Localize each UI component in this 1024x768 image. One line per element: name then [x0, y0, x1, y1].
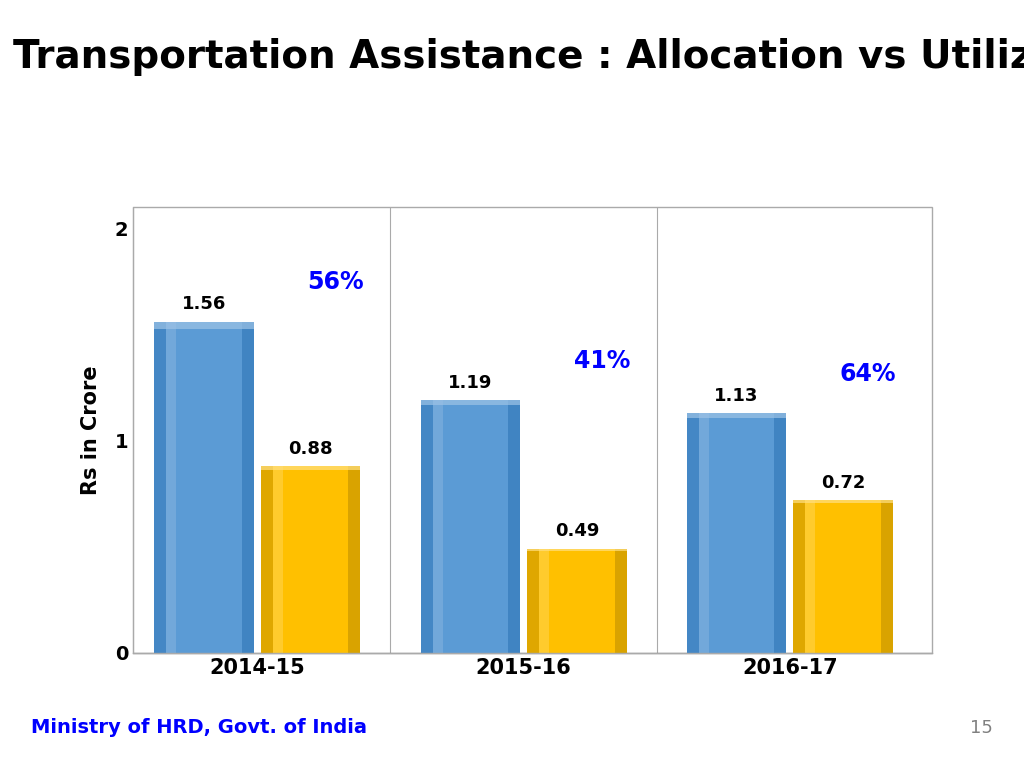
Text: 1.19: 1.19	[449, 374, 493, 392]
Bar	[272, 466, 283, 653]
Bar	[794, 500, 893, 653]
Bar	[421, 400, 520, 406]
Text: Transportation Assistance : Allocation vs Utilization: Transportation Assistance : Allocation v…	[13, 38, 1024, 77]
Text: 0.72: 0.72	[821, 474, 865, 492]
Y-axis label: Rs in Crore: Rs in Crore	[81, 366, 100, 495]
Text: 64%: 64%	[840, 362, 896, 386]
Bar	[527, 549, 539, 653]
Bar	[166, 322, 176, 653]
Bar	[155, 322, 166, 653]
Bar	[261, 466, 272, 653]
Bar	[687, 413, 698, 653]
Text: 41%: 41%	[573, 349, 630, 372]
Text: 0.88: 0.88	[289, 439, 333, 458]
Text: 0.49: 0.49	[555, 522, 599, 541]
Bar	[614, 549, 627, 653]
Bar	[698, 413, 709, 653]
Bar	[687, 413, 786, 418]
Bar	[539, 549, 549, 653]
Text: Ministry of HRD, Govt. of India: Ministry of HRD, Govt. of India	[31, 718, 367, 737]
Bar	[881, 500, 893, 653]
Bar	[242, 322, 254, 653]
Bar	[508, 400, 520, 653]
Text: 1.56: 1.56	[182, 296, 226, 313]
Bar	[805, 500, 815, 653]
Bar	[421, 400, 432, 653]
Bar	[155, 322, 254, 329]
Text: 56%: 56%	[307, 270, 364, 294]
Bar	[687, 413, 786, 653]
Bar	[794, 500, 893, 503]
Bar	[261, 466, 360, 653]
Bar	[348, 466, 360, 653]
Bar	[261, 466, 360, 470]
Bar	[421, 400, 520, 653]
Bar	[155, 322, 254, 653]
Text: 1.13: 1.13	[715, 386, 759, 405]
Bar	[432, 400, 442, 653]
Bar	[527, 549, 627, 653]
Text: 15: 15	[971, 720, 993, 737]
Bar	[527, 549, 627, 551]
Bar	[774, 413, 786, 653]
Bar	[794, 500, 805, 653]
